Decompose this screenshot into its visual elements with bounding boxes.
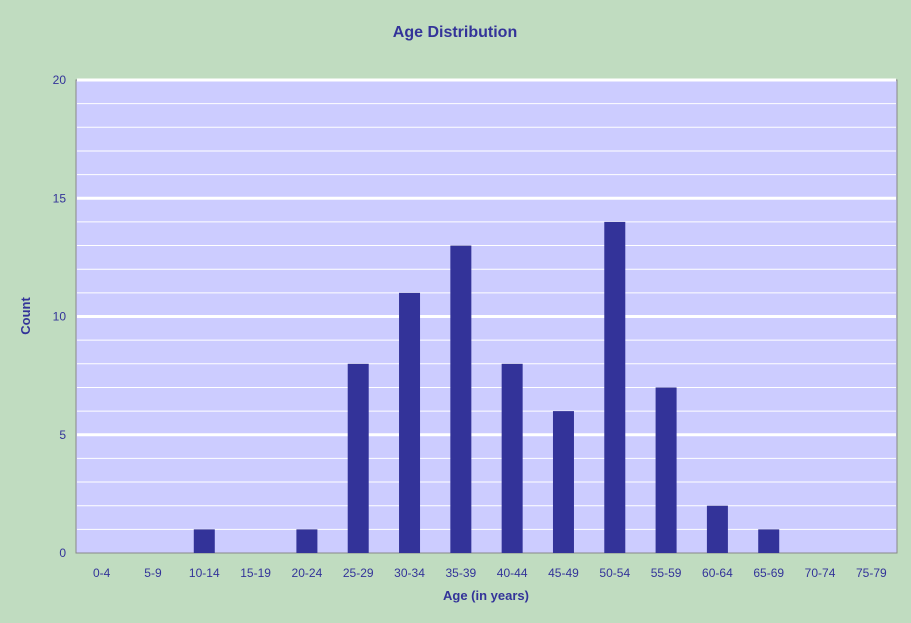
x-tick-label: 50-54 — [599, 566, 630, 580]
x-tick-label: 45-49 — [548, 566, 579, 580]
y-tick-label: 0 — [59, 546, 66, 560]
chart-title: Age Distribution — [393, 24, 517, 41]
bar-30-34 — [399, 292, 421, 553]
bar-10-14 — [193, 529, 215, 553]
x-tick-label: 25-29 — [343, 566, 374, 580]
x-tick-label: 55-59 — [651, 566, 682, 580]
x-tick-label: 0-4 — [93, 566, 111, 580]
x-tick-label: 75-79 — [856, 566, 887, 580]
bar-25-29 — [347, 363, 369, 553]
x-tick-label: 60-64 — [702, 566, 733, 580]
bar-40-44 — [501, 363, 523, 553]
x-tick-label: 65-69 — [753, 566, 784, 580]
x-tick-label: 70-74 — [805, 566, 836, 580]
bar-20-24 — [296, 529, 318, 553]
bar-55-59 — [655, 387, 677, 553]
x-tick-label: 10-14 — [189, 566, 220, 580]
x-tick-label: 5-9 — [144, 566, 162, 580]
y-tick-label: 15 — [53, 191, 67, 205]
bar-65-69 — [758, 529, 780, 553]
bar-45-49 — [552, 411, 574, 553]
bar-50-54 — [604, 221, 626, 553]
y-axis-ticks: 0 5 10 15 20 — [53, 73, 67, 560]
y-tick-label: 10 — [53, 310, 67, 324]
x-axis-title: Age (in years) — [443, 588, 529, 603]
x-tick-label: 35-39 — [445, 566, 476, 580]
x-tick-label: 20-24 — [292, 566, 323, 580]
x-axis-ticks: 0-4 5-9 10-14 15-19 20-24 25-29 30-34 35-39 40-4… — [93, 566, 887, 580]
y-tick-label: 5 — [59, 428, 66, 442]
bar-35-39 — [450, 245, 472, 554]
x-tick-label: 30-34 — [394, 566, 425, 580]
bars — [193, 221, 780, 554]
x-tick-label: 15-19 — [240, 566, 271, 580]
x-tick-label: 40-44 — [497, 566, 528, 580]
y-tick-label: 20 — [53, 73, 67, 87]
y-axis-title: Count — [18, 297, 33, 335]
bar-60-64 — [706, 505, 728, 553]
